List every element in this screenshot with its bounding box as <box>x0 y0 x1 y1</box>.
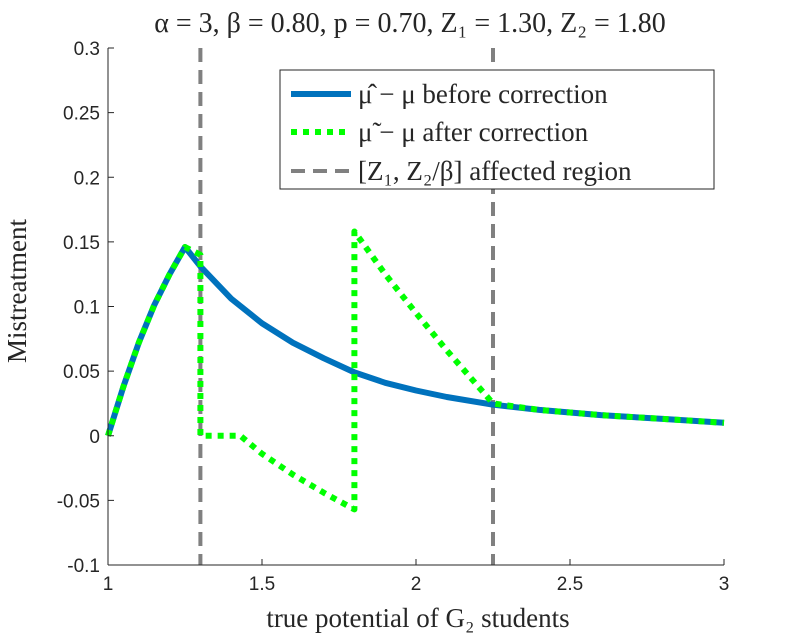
legend-box <box>279 69 715 190</box>
legend-label-before: μ̂ − μ before correction <box>358 79 608 109</box>
y-tick-label: 0.25 <box>63 104 100 125</box>
y-axis-label: Mistreatment <box>2 219 32 363</box>
series-lines <box>105 228 725 513</box>
y-tick-label: 0.1 <box>74 298 100 319</box>
y-ticks: -0.1 -0.05 0 0.05 0.1 0.15 0.2 0.25 0.3 <box>57 39 114 577</box>
x-tick-label: 2.5 <box>557 574 583 595</box>
x-tick-label: 1.5 <box>249 574 275 595</box>
legend-label-after: μ̃ − μ after correction <box>358 117 589 147</box>
legend: μ̂ − μ before correction μ̃ − μ after co… <box>279 69 715 190</box>
y-tick-label: -0.05 <box>57 491 100 512</box>
x-tick-label: 1 <box>103 574 114 595</box>
y-tick-label: 0.05 <box>63 362 100 383</box>
chart-title: α = 3, β = 0.80, p = 0.70, Z₁ = 1.30, Z₂… <box>154 8 666 39</box>
x-axis-label: true potential of G₂ students <box>266 603 569 633</box>
y-tick-label: 0.3 <box>74 39 100 60</box>
y-tick-label: 0.15 <box>63 233 100 254</box>
x-ticks: 1 1.5 2 2.5 3 <box>103 559 730 595</box>
x-tick-label: 3 <box>719 574 730 595</box>
legend-label-region: [Z₁, Z₂/β] affected region <box>358 156 632 186</box>
affected-region-lines <box>198 48 495 565</box>
x-tick-label: 2 <box>411 574 422 595</box>
y-tick-label: -0.1 <box>67 556 100 577</box>
y-tick-label: 0.2 <box>74 168 100 189</box>
y-tick-label: 0 <box>89 427 100 448</box>
